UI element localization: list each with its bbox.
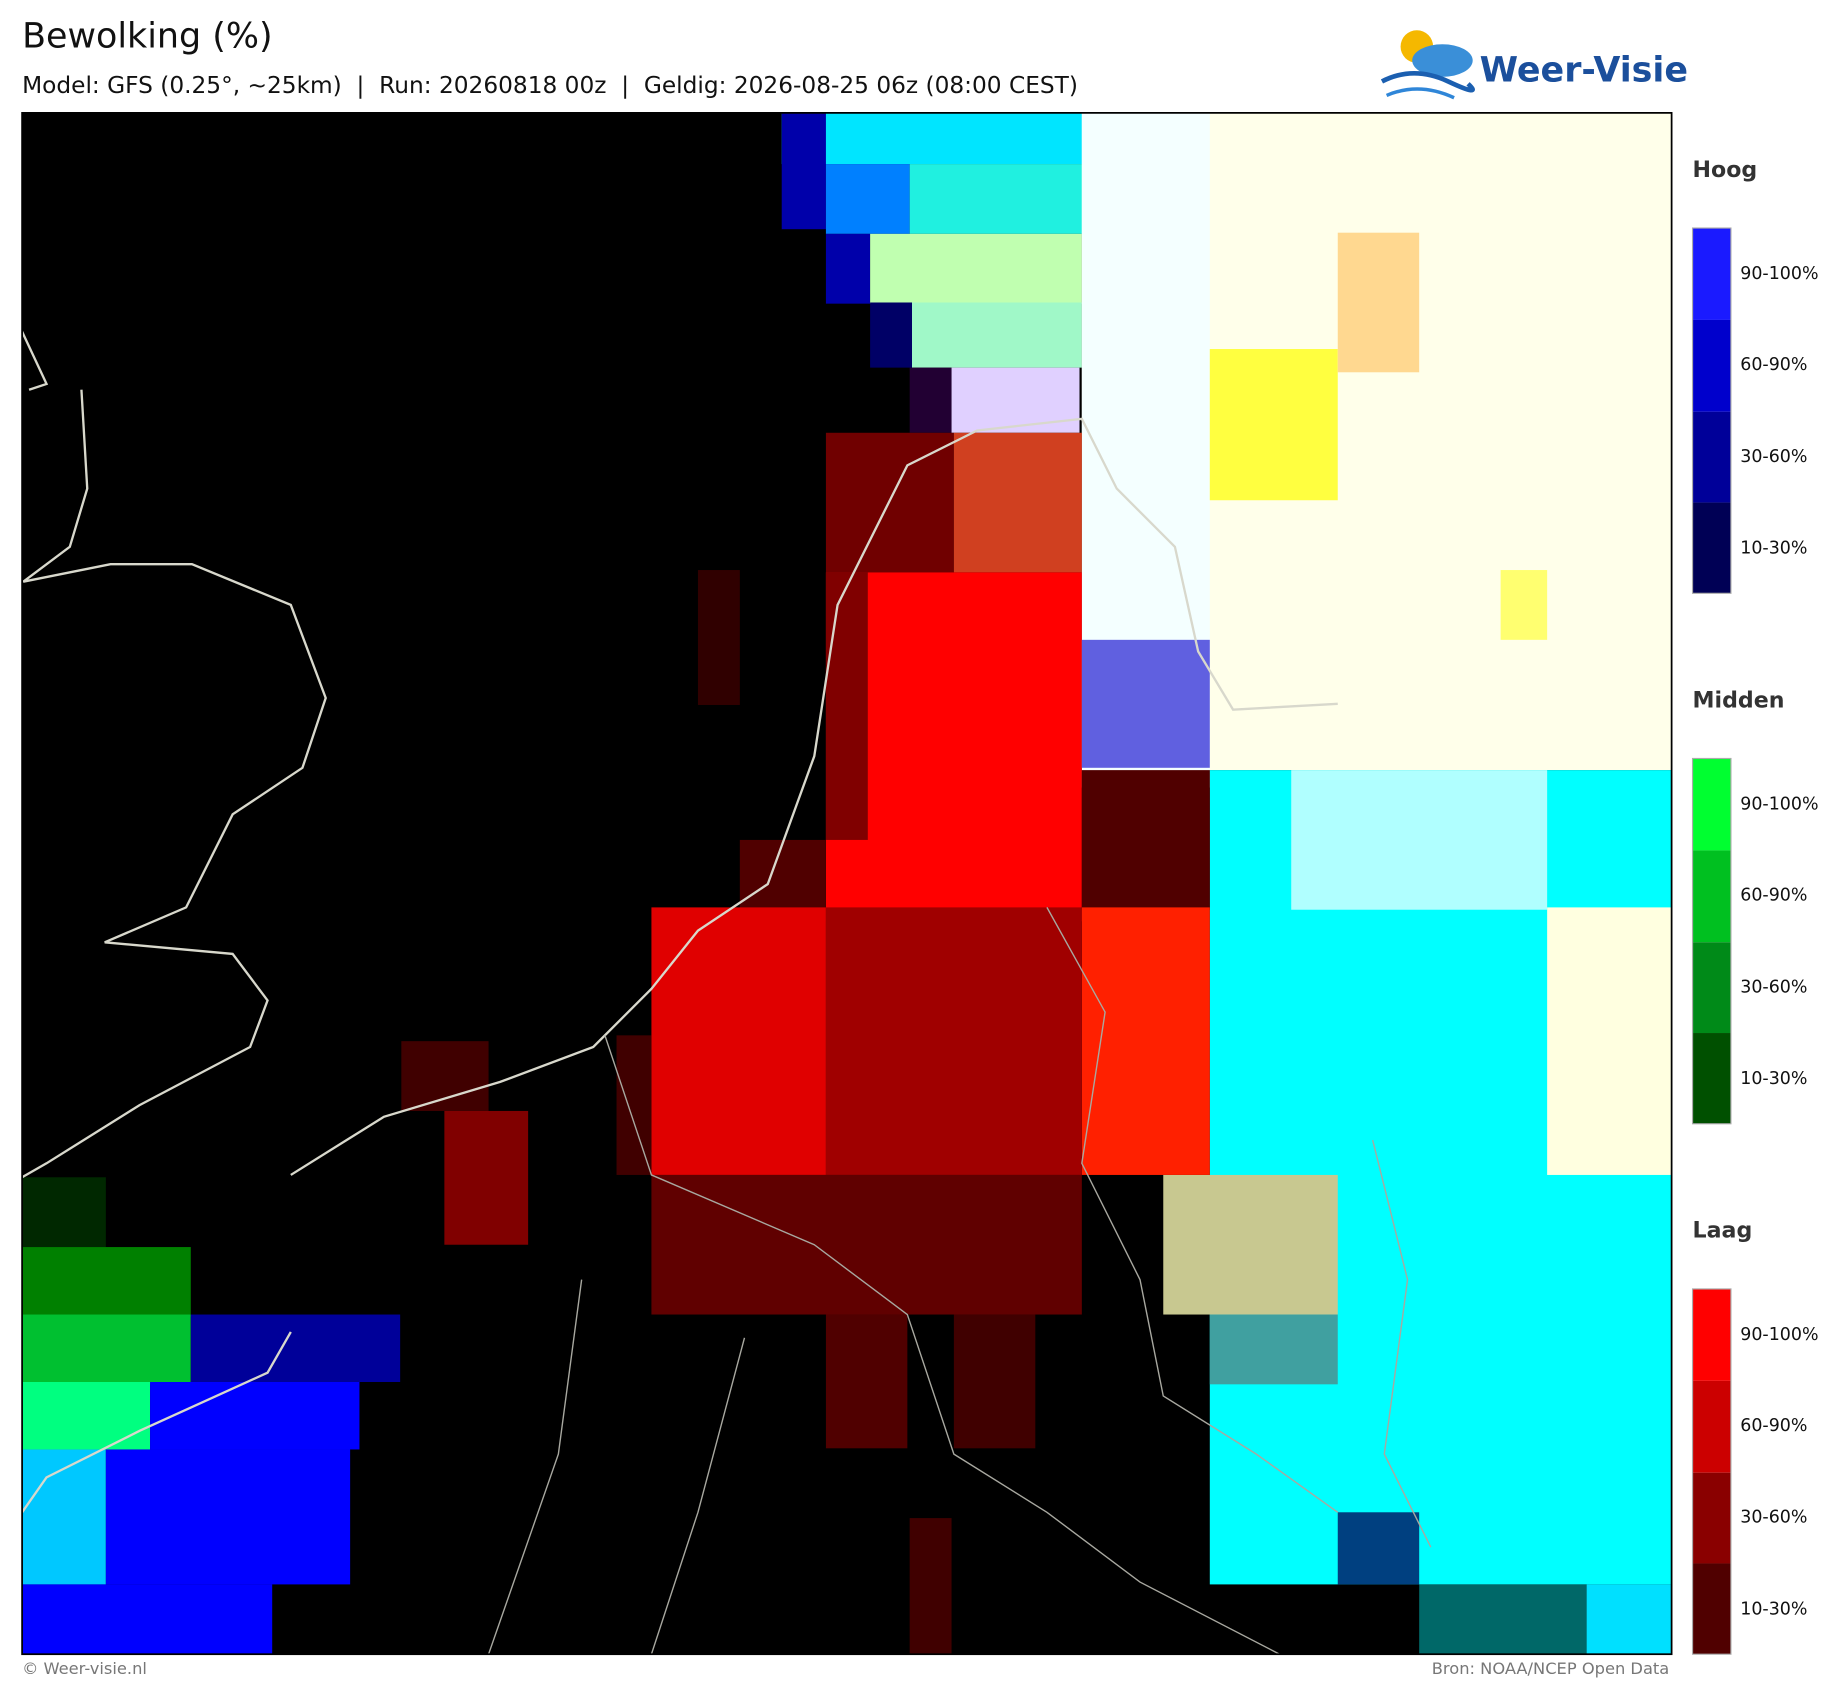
legend-label: 30-60% — [1740, 447, 1807, 467]
legend-label: 90-100% — [1740, 1325, 1818, 1345]
legend-label: 90-100% — [1740, 795, 1818, 815]
legend-label: 10-30% — [1740, 1600, 1807, 1620]
legend-label: 60-90% — [1740, 1416, 1807, 1436]
legend-title: Midden — [1693, 687, 1785, 713]
legend-label: 30-60% — [1740, 977, 1807, 997]
legend: Hoog 90-100% 60-90% 30-60% 10-30% Midden… — [1691, 157, 1819, 1655]
legend-title: Hoog — [1693, 157, 1758, 183]
legend-title: Laag — [1693, 1218, 1753, 1244]
legend-label: 60-90% — [1740, 885, 1807, 905]
legend-label: 60-90% — [1740, 355, 1807, 375]
logo: Weer-Visie — [1380, 30, 1688, 100]
legend-label: 10-30% — [1740, 1069, 1807, 1089]
footer-left: © Weer-visie.nl — [22, 1659, 147, 1678]
map — [21, 112, 1673, 1656]
title: Bewolking (%) — [22, 17, 273, 57]
footer-right: Bron: NOAA/NCEP Open Data — [1432, 1659, 1670, 1678]
legend-label: 90-100% — [1740, 264, 1818, 284]
legend-label: 30-60% — [1740, 1508, 1807, 1528]
legend-label: 10-30% — [1740, 539, 1807, 559]
subtitle: Model: GFS (0.25°, ~25km) | Run: 2026081… — [22, 72, 1078, 99]
logo-text: Weer-Visie — [1480, 50, 1688, 90]
